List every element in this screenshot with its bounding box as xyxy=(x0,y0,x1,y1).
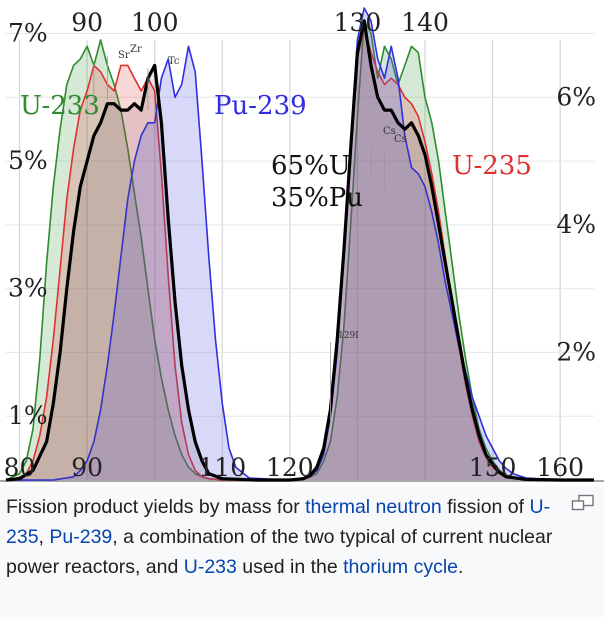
x-tick-bottom: 110 xyxy=(198,453,246,482)
caption-text: used in the xyxy=(236,556,344,578)
y-tick-left: 1% xyxy=(8,401,48,430)
label-u235: U-235 xyxy=(452,151,532,181)
series-areas xyxy=(5,7,594,482)
link-u233[interactable]: U-233 xyxy=(183,556,237,578)
y-tick-right: 2% xyxy=(556,337,596,366)
tick-labels: 7% 5% 3% 1% 6% 4% 2% 80 90 110 120 150 160 90 100 130 14… xyxy=(4,8,596,482)
x-tick-bottom: 150 xyxy=(469,453,517,482)
x-tick-bottom: 160 xyxy=(536,453,584,482)
annotation-tc: Tc xyxy=(168,56,180,67)
link-u235[interactable]: U-235 xyxy=(6,496,551,548)
label-mix-line2: 35%Pu xyxy=(271,183,363,213)
label-mix-line1: 65%U xyxy=(271,151,351,181)
annotation-cs: Cs xyxy=(394,134,407,145)
label-u233: U-233 xyxy=(20,91,100,121)
caption-text: . xyxy=(458,556,464,578)
caption-text: fission of xyxy=(441,496,530,518)
link-pu239[interactable]: Pu-239 xyxy=(49,526,113,548)
x-tick-bottom: 120 xyxy=(266,453,314,482)
caption-text: , a combination of the two typical of cu… xyxy=(6,526,553,578)
series-labels: U-233 Pu-239 U-235 65%U35%Pu xyxy=(20,91,532,213)
y-tick-right: 6% xyxy=(556,82,596,111)
chart-svg: 7% 5% 3% 1% 6% 4% 2% 80 90 110 120 150 160 90 100 130 14… xyxy=(0,7,604,482)
annotation-i129: 129I xyxy=(338,331,359,341)
annotation-cs: Cs xyxy=(383,126,396,137)
label-pu239: Pu-239 xyxy=(214,91,307,121)
series-area-pu-239 xyxy=(6,8,594,480)
series-area-u-233 xyxy=(6,20,594,481)
annotation-zr: Zr xyxy=(130,44,142,55)
x-tick-bottom: 90 xyxy=(71,453,103,482)
series-line-65-u-35-pu xyxy=(5,19,594,482)
x-tick-top: 140 xyxy=(401,8,449,37)
y-tick-left: 3% xyxy=(8,274,48,303)
y-tick-left: 5% xyxy=(8,146,48,175)
y-tick-left: 7% xyxy=(8,19,48,48)
fission-yield-chart: 7% 5% 3% 1% 6% 4% 2% 80 90 110 120 150 160 90 100 130 14… xyxy=(0,7,604,482)
caption-area: Fission product yields by mass for therm… xyxy=(0,486,604,617)
annotation-sr: Sr xyxy=(118,50,130,61)
caption-text: Fission product yields by mass for xyxy=(6,496,306,518)
caption-text: , xyxy=(38,526,50,548)
figure-caption: Fission product yields by mass for therm… xyxy=(6,492,566,582)
x-tick-top: 130 xyxy=(334,8,382,37)
y-tick-right: 4% xyxy=(556,210,596,239)
enlarge-icon[interactable] xyxy=(570,494,596,512)
link-thorium-cycle[interactable]: thorium cycle xyxy=(343,556,459,578)
series-area-u-235 xyxy=(6,27,594,480)
x-tick-bottom: 80 xyxy=(4,453,36,482)
link-thermal-neutron[interactable]: thermal neutron xyxy=(305,496,442,518)
series-area-65-u-35-pu xyxy=(6,20,594,481)
x-tick-top: 90 xyxy=(71,8,103,37)
x-tick-top: 100 xyxy=(131,8,179,37)
